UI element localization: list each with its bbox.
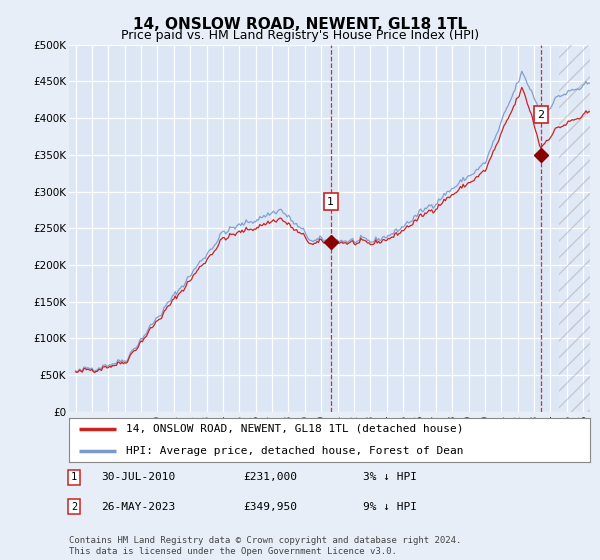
Text: 30-JUL-2010: 30-JUL-2010 — [101, 472, 175, 482]
Text: 14, ONSLOW ROAD, NEWENT, GL18 1TL (detached house): 14, ONSLOW ROAD, NEWENT, GL18 1TL (detac… — [126, 424, 464, 434]
Text: 26-MAY-2023: 26-MAY-2023 — [101, 502, 175, 512]
Text: 2: 2 — [537, 110, 544, 119]
Bar — [559, 45, 590, 412]
Text: 14, ONSLOW ROAD, NEWENT, GL18 1TL: 14, ONSLOW ROAD, NEWENT, GL18 1TL — [133, 17, 467, 32]
Text: 1: 1 — [71, 472, 77, 482]
Text: 3% ↓ HPI: 3% ↓ HPI — [363, 472, 417, 482]
Text: Contains HM Land Registry data © Crown copyright and database right 2024.
This d: Contains HM Land Registry data © Crown c… — [69, 536, 461, 556]
Text: £349,950: £349,950 — [243, 502, 297, 512]
Text: Price paid vs. HM Land Registry's House Price Index (HPI): Price paid vs. HM Land Registry's House … — [121, 29, 479, 42]
Text: £231,000: £231,000 — [243, 472, 297, 482]
Text: 1: 1 — [327, 197, 334, 207]
Text: HPI: Average price, detached house, Forest of Dean: HPI: Average price, detached house, Fore… — [126, 446, 464, 456]
Text: 2: 2 — [71, 502, 77, 512]
Text: 9% ↓ HPI: 9% ↓ HPI — [363, 502, 417, 512]
Bar — [559, 45, 590, 412]
